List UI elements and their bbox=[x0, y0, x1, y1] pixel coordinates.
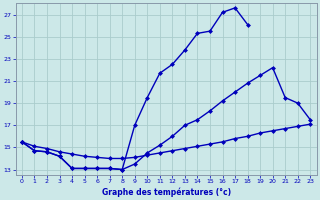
X-axis label: Graphe des températures (°c): Graphe des températures (°c) bbox=[101, 187, 231, 197]
